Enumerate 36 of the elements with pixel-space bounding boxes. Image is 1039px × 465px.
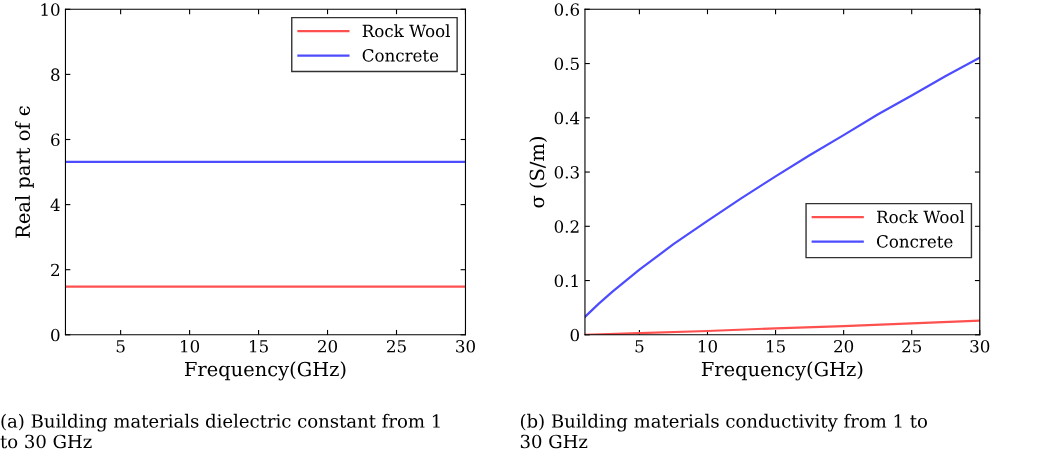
y-tick-label: 6 <box>51 133 60 147</box>
x-tick-label: 20 <box>318 339 338 353</box>
legend-label: Rock Wool <box>876 210 965 224</box>
x-tick-label: 5 <box>116 340 125 353</box>
y-tick-label: 2 <box>51 263 59 277</box>
text: (b) Building materials conductivity from 1 to 30 GHz <box>520 413 927 449</box>
y-tick-label: 4 <box>50 198 60 211</box>
x-axis-title: Frequency(GHz) <box>185 361 346 381</box>
line-series <box>584 56 980 319</box>
x-tick-label: 15 <box>766 339 785 353</box>
x-axis-title: Frequency(GHz) <box>701 361 863 381</box>
y-tick-label: 0.2 <box>554 220 579 233</box>
y-tick-label: 0.3 <box>554 166 579 179</box>
x-tick-label: 15 <box>250 339 268 353</box>
x-tick-label: 30 <box>456 339 475 353</box>
x-tick-label: 20 <box>834 339 854 353</box>
y-axis-title: σ (S/m) <box>529 137 548 208</box>
y-tick-label: 0.6 <box>554 3 580 16</box>
legend-label: Concrete <box>362 49 439 62</box>
text: (a) Building materials dielectric constant from 1 to 30 GHz <box>0 413 440 449</box>
x-tick-label: 5 <box>635 340 644 353</box>
y-tick-label: 0.1 <box>554 274 578 288</box>
x-tick-label: 30 <box>970 339 990 353</box>
x-tick-label: 25 <box>902 339 922 353</box>
y-tick-label: 0 <box>51 328 60 342</box>
x-tick-label: 10 <box>181 339 200 353</box>
y-tick-label: 8 <box>51 68 60 81</box>
y-tick-label: 0 <box>570 328 579 342</box>
legend-label: Rock Wool <box>362 24 450 38</box>
y-tick-label: 0.4 <box>554 111 580 125</box>
x-tick-label: 25 <box>387 339 406 353</box>
y-axis-title: Real part of ϵ <box>15 106 34 238</box>
legend-label: Concrete <box>877 235 953 248</box>
y-tick-label: 10 <box>41 3 60 16</box>
x-tick-label: 10 <box>698 339 717 353</box>
y-tick-label: 0.5 <box>554 57 579 71</box>
